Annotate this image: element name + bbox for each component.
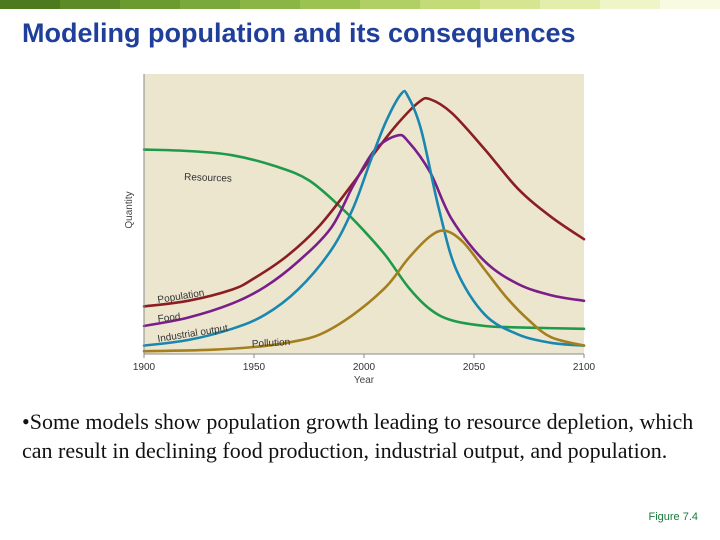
topbar-segment [120, 0, 180, 9]
series-line-population [142, 96, 586, 308]
series-label-pollution: Pollution [252, 337, 291, 350]
figure-label: Figure 7.4 [648, 511, 698, 523]
population-model-chart: 1900 1950 2000 2050 2100 Year Quantity Resou… [124, 74, 596, 386]
series-layer [142, 89, 586, 353]
x-tick-label: 2000 [353, 362, 376, 373]
series-line-food [142, 133, 586, 328]
topbar-segment [480, 0, 540, 9]
topbar-segment [180, 0, 240, 9]
series-label-food: Food [157, 312, 181, 325]
series-label-resources: Resources [184, 172, 232, 185]
x-tick-label: 1900 [133, 362, 156, 373]
topbar-segment [660, 0, 720, 9]
x-tick-label: 2050 [463, 362, 486, 373]
topbar-segment [420, 0, 480, 9]
x-axis-label: Year [354, 375, 375, 386]
y-axis-label: Quantity [124, 191, 135, 228]
top-gradient-bar [0, 0, 720, 9]
topbar-segment [240, 0, 300, 9]
topbar-segment [360, 0, 420, 9]
series-line-industrial-output [142, 89, 586, 347]
topbar-segment [540, 0, 600, 9]
topbar-segment [300, 0, 360, 9]
x-tick-labels: 1900 1950 2000 2050 2100 [133, 354, 596, 373]
x-tick-label: 1950 [243, 362, 266, 373]
series-line-resources [142, 148, 586, 331]
series-line-pollution [142, 229, 586, 353]
topbar-segment [600, 0, 660, 9]
x-tick-label: 2100 [573, 362, 596, 373]
topbar-segment [60, 0, 120, 9]
topbar-segment [0, 0, 60, 9]
bullet-text: •Some models show population growth lead… [22, 409, 694, 463]
slide-title: Modeling population and its consequences [22, 18, 576, 48]
